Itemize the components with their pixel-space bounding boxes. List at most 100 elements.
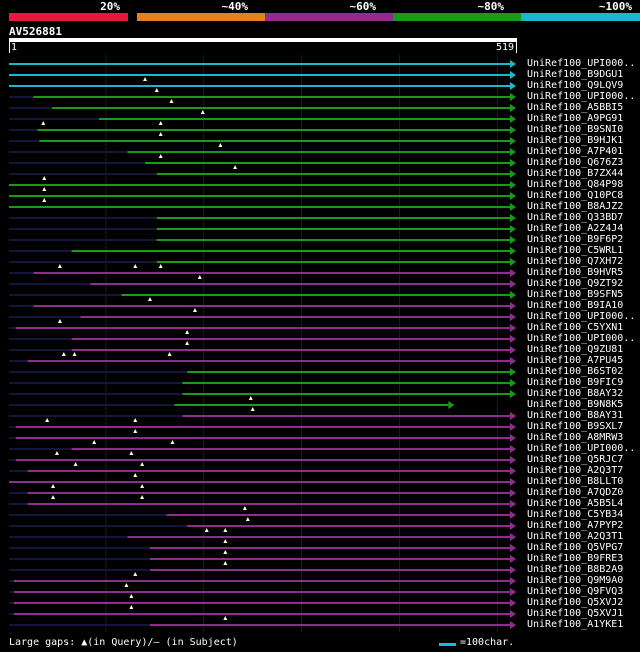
query-gap-marker [133, 264, 138, 268]
hit-arrow [510, 500, 516, 508]
query-gap-marker [140, 462, 145, 466]
hit-label[interactable]: UniRef100_Q9FVQ3 [527, 586, 624, 597]
hit-label[interactable]: UniRef100_Q10PC8 [527, 190, 624, 201]
hit-arrow [510, 610, 516, 618]
hit-label[interactable]: UniRef100_UPI000.. [527, 311, 636, 322]
hit-arrow [510, 412, 516, 420]
hit-label[interactable]: UniRef100_Q5XVJ1 [527, 608, 624, 619]
query-gap-marker [154, 88, 159, 92]
legend-swatch [265, 13, 393, 21]
hit-label[interactable]: UniRef100_Q9M9A0 [527, 575, 624, 586]
hit-label[interactable]: UniRef100_Q84P98 [527, 179, 624, 190]
hit-arrow [510, 269, 516, 277]
hit-label[interactable]: UniRef100_A2Z4J4 [527, 223, 624, 234]
ruler-end-tick [516, 42, 517, 53]
hit-label[interactable]: UniRef100_UPI000.. [527, 91, 636, 102]
hit-label[interactable]: UniRef100_B8B2A9 [527, 564, 624, 575]
query-gap-marker [73, 462, 78, 466]
query-gap-marker [133, 572, 138, 576]
hit-label[interactable]: UniRef100_B6ST02 [527, 366, 624, 377]
hit-label[interactable]: UniRef100_A7PYP2 [527, 520, 624, 531]
hit-label[interactable]: UniRef100_A5BBI5 [527, 102, 624, 113]
legend-label: ~80% [477, 0, 505, 13]
hit-arrow [510, 82, 516, 90]
hit-arrow [510, 467, 516, 475]
hit-arrow [510, 203, 516, 211]
hit-label[interactable]: UniRef100_Q5VPG7 [527, 542, 624, 553]
hit-label[interactable]: UniRef100_A9PG91 [527, 113, 624, 124]
hit-label[interactable]: UniRef100_UPI000.. [527, 58, 636, 69]
hit-label[interactable]: UniRef100_A8MRW3 [527, 432, 624, 443]
hit-label[interactable]: UniRef100_B9SXL7 [527, 421, 624, 432]
hit-arrow [510, 93, 516, 101]
hit-label[interactable]: UniRef100_UPI000.. [527, 333, 636, 344]
hit-label[interactable]: UniRef100_B9F6P2 [527, 234, 624, 245]
query-gap-marker [204, 528, 209, 532]
hit-label[interactable]: UniRef100_B9IA10 [527, 300, 624, 311]
query-gap-marker [192, 308, 197, 312]
hit-label[interactable]: UniRef100_A7P401 [527, 146, 624, 157]
hit-label[interactable]: UniRef100_C5WRL1 [527, 245, 624, 256]
hit-label[interactable]: UniRef100_A7QDZ0 [527, 487, 624, 498]
hit-arrow [510, 357, 516, 365]
hit-label[interactable]: UniRef100_Q9ZU81 [527, 344, 624, 355]
query-gap-marker [51, 495, 56, 499]
hit-label[interactable]: UniRef100_A1YKE1 [527, 619, 624, 630]
query-gap-marker [51, 484, 56, 488]
hit-label[interactable]: UniRef100_Q7XH72 [527, 256, 624, 267]
hit-label[interactable]: UniRef100_A5B5L4 [527, 498, 624, 509]
query-gap-marker [42, 176, 47, 180]
hit-label[interactable]: UniRef100_B8AY31 [527, 410, 624, 421]
hit-label[interactable]: UniRef100_C5YXN1 [527, 322, 624, 333]
legend-label: ~40% [221, 0, 249, 13]
query-gap-marker [133, 473, 138, 477]
hit-label[interactable]: UniRef100_B9N8K5 [527, 399, 624, 410]
query-gap-marker [158, 132, 163, 136]
hit-arrow [510, 192, 516, 200]
hit-label[interactable]: UniRef100_B9FRE3 [527, 553, 624, 564]
query-gap-marker [72, 352, 77, 356]
legend-label: ~100% [598, 0, 632, 13]
query-gap-marker [42, 187, 47, 191]
hit-label[interactable]: UniRef100_B8AJZ2 [527, 201, 624, 212]
hit-label[interactable]: UniRef100_Q33BD7 [527, 212, 624, 223]
query-gap-marker [250, 407, 255, 411]
gap-legend: Large gaps: ▲(in Query)/– (in Subject) [9, 637, 238, 648]
hit-label[interactable]: UniRef100_A7PU45 [527, 355, 624, 366]
hit-label[interactable]: UniRef100_Q5XVJ2 [527, 597, 624, 608]
hit-label[interactable]: UniRef100_A2Q3T7 [527, 465, 624, 476]
hit-arrow [510, 137, 516, 145]
query-gap-marker [92, 440, 97, 444]
hit-label[interactable]: UniRef100_B8AY32 [527, 388, 624, 399]
query-gap-marker [129, 451, 134, 455]
query-gap-marker [61, 352, 66, 356]
hit-label[interactable]: UniRef100_B9FIC9 [527, 377, 624, 388]
hit-label[interactable]: UniRef100_Q676Z3 [527, 157, 624, 168]
hit-arrow [510, 159, 516, 167]
hit-label[interactable]: UniRef100_B9HJK1 [527, 135, 624, 146]
hit-arrow [510, 379, 516, 387]
query-gap-marker [54, 451, 59, 455]
hit-label[interactable]: UniRef100_B8LLT0 [527, 476, 624, 487]
hit-label[interactable]: UniRef100_B7ZX44 [527, 168, 624, 179]
hit-label[interactable]: UniRef100_Q9LQV9 [527, 80, 624, 91]
hit-label[interactable]: UniRef100_B9SNI0 [527, 124, 624, 135]
hit-label[interactable]: UniRef100_Q9ZT92 [527, 278, 624, 289]
hit-label[interactable]: UniRef100_Q5RJC7 [527, 454, 624, 465]
hit-label[interactable]: UniRef100_A2Q3T1 [527, 531, 624, 542]
hit-arrow [510, 104, 516, 112]
hit-arrow [510, 148, 516, 156]
hit-arrow [448, 401, 455, 409]
hit-label[interactable]: UniRef100_B9DGU1 [527, 69, 624, 80]
hit-arrow [510, 621, 516, 629]
scale-bar [439, 643, 456, 646]
query-gap-marker [57, 264, 62, 268]
hit-label[interactable]: UniRef100_B9HVR5 [527, 267, 624, 278]
hit-arrow [510, 170, 516, 178]
hit-arrow [510, 456, 516, 464]
hit-label[interactable]: UniRef100_B9SFN5 [527, 289, 624, 300]
hit-label[interactable]: UniRef100_C5YB34 [527, 509, 624, 520]
hit-label[interactable]: UniRef100_UPI000.. [527, 443, 636, 454]
hit-arrow [510, 291, 516, 299]
